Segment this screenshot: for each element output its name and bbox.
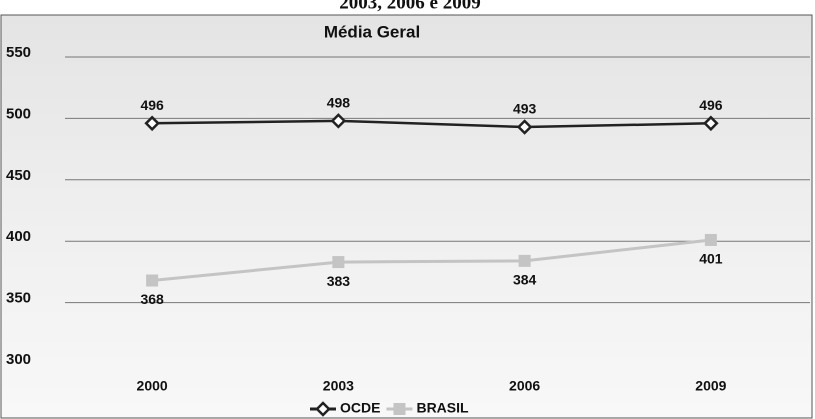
line-marker	[315, 401, 331, 417]
x-tick-label: 2006	[509, 378, 540, 394]
line-marker	[518, 254, 531, 267]
data-label: 496	[140, 97, 164, 113]
data-label: 498	[327, 95, 351, 111]
plot-background	[0, 14, 813, 419]
legend-label: BRASIL	[416, 400, 469, 416]
line-marker	[393, 403, 406, 415]
y-tick-label: 350	[6, 290, 31, 307]
line-marker	[332, 256, 345, 269]
x-tick-label: 2009	[695, 378, 726, 394]
data-label: 401	[699, 251, 723, 267]
y-tick-label: 550	[6, 44, 31, 61]
legend-label: OCDE	[340, 400, 380, 416]
line-marker	[144, 115, 160, 132]
data-label: 384	[513, 272, 537, 288]
line-marker	[330, 113, 347, 129]
data-label: 493	[513, 101, 537, 117]
data-label: 368	[140, 291, 164, 307]
x-tick-label: 2000	[137, 378, 168, 394]
data-label: 383	[327, 273, 351, 289]
y-tick-label: 500	[6, 105, 31, 122]
series-line	[152, 119, 711, 129]
y-tick-label: 450	[6, 167, 31, 184]
line-marker	[146, 274, 159, 287]
line-marker	[703, 115, 719, 132]
x-tick-label: 2003	[323, 378, 354, 394]
y-tick-label: 400	[6, 228, 31, 245]
line-marker	[704, 233, 717, 246]
series-line	[151, 238, 712, 282]
chart-title: Média Geral	[324, 22, 420, 41]
data-label: 496	[699, 97, 723, 113]
chart-subtitle: 2003, 2006 e 2009	[339, 0, 480, 13]
y-tick-label: 300	[6, 351, 31, 368]
line-marker	[516, 119, 533, 135]
